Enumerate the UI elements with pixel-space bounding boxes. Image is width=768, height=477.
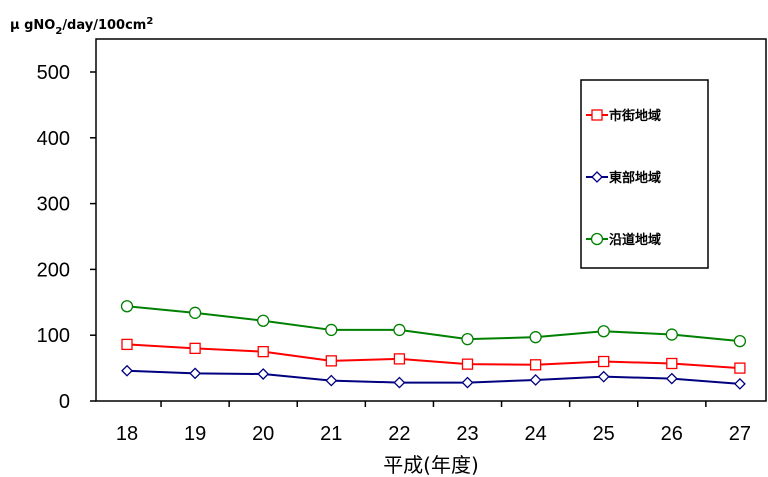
data-point	[189, 367, 202, 380]
data-point	[597, 325, 610, 338]
data-point	[188, 306, 202, 319]
data-point	[189, 342, 201, 355]
data-point	[733, 334, 747, 348]
series-group	[120, 300, 747, 390]
series-line	[126, 305, 740, 343]
series-line	[126, 343, 740, 370]
data-point	[325, 355, 337, 367]
x-tick-label: 23	[456, 423, 478, 445]
data-point	[461, 376, 474, 389]
series-line	[126, 369, 740, 385]
y-axis: 0 100 200 300 400 500	[37, 62, 96, 413]
legend-marker	[590, 232, 604, 246]
data-point	[665, 372, 678, 385]
data-point	[393, 376, 406, 389]
data-point	[597, 370, 610, 383]
data-point	[121, 364, 133, 377]
legend-label: 市街地域	[609, 108, 661, 124]
y-axis-unit-label: μ gNO2/day/100cm2	[10, 16, 153, 37]
x-axis-title: 平成(年度)	[383, 453, 479, 477]
data-point	[598, 355, 610, 368]
data-point	[529, 374, 542, 386]
x-axis: 18 19 20 21 22 23 24 25 26 27	[116, 401, 751, 445]
data-point	[257, 368, 270, 380]
data-point	[666, 357, 678, 370]
y-tick-label: 0	[59, 391, 70, 413]
y-tick-label: 200	[37, 259, 70, 281]
data-point	[665, 328, 678, 341]
y-tick-label: 100	[37, 325, 70, 347]
x-tick-label: 20	[252, 423, 274, 445]
data-point	[257, 345, 269, 358]
y-tick-label: 400	[37, 128, 70, 150]
data-point	[393, 323, 406, 337]
x-tick-label: 22	[388, 423, 410, 445]
y-tick-label: 300	[37, 194, 70, 216]
legend-marker	[591, 109, 603, 121]
x-tick-label: 24	[524, 423, 546, 445]
legend-marker	[591, 171, 603, 183]
legend-label: 沿道地域	[609, 232, 661, 248]
x-tick-label: 25	[593, 423, 615, 445]
x-tick-label: 21	[320, 423, 342, 445]
data-point	[734, 362, 746, 374]
data-point	[529, 331, 542, 344]
x-tick-label: 19	[184, 423, 206, 445]
data-point	[529, 359, 542, 371]
data-point	[120, 300, 134, 313]
legend-label: 東部地域	[609, 170, 661, 186]
data-point	[325, 374, 338, 387]
x-tick-label: 18	[116, 423, 138, 445]
data-point	[393, 353, 406, 365]
data-point	[733, 377, 746, 390]
x-tick-label: 27	[729, 423, 751, 445]
data-point	[121, 338, 133, 351]
data-point	[461, 358, 474, 370]
x-tick-label: 26	[661, 423, 683, 445]
y-tick-label: 500	[37, 62, 70, 84]
data-point	[461, 332, 474, 346]
data-point	[325, 323, 338, 337]
data-point	[257, 314, 270, 327]
